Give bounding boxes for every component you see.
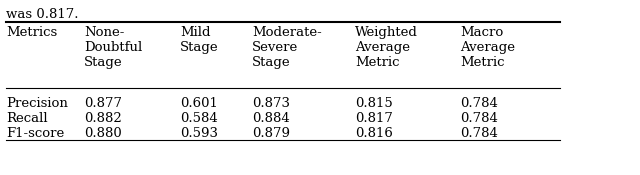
Text: 0.873: 0.873	[252, 97, 290, 110]
Text: 0.880: 0.880	[84, 127, 122, 140]
Text: None-
Doubtful
Stage: None- Doubtful Stage	[84, 26, 142, 69]
Text: Moderate-
Severe
Stage: Moderate- Severe Stage	[252, 26, 322, 69]
Text: 0.584: 0.584	[180, 112, 218, 125]
Text: 0.784: 0.784	[460, 112, 498, 125]
Text: 0.817: 0.817	[355, 112, 393, 125]
Text: 0.879: 0.879	[252, 127, 290, 140]
Text: 0.601: 0.601	[180, 97, 218, 110]
Text: 0.877: 0.877	[84, 97, 122, 110]
Text: Macro
Average
Metric: Macro Average Metric	[460, 26, 515, 69]
Text: 0.784: 0.784	[460, 127, 498, 140]
Text: 0.815: 0.815	[355, 97, 393, 110]
Text: 0.593: 0.593	[180, 127, 218, 140]
Text: Metrics: Metrics	[6, 26, 57, 39]
Text: F1-score: F1-score	[6, 127, 64, 140]
Text: 0.816: 0.816	[355, 127, 393, 140]
Text: Mild
Stage: Mild Stage	[180, 26, 219, 54]
Text: Recall: Recall	[6, 112, 47, 125]
Text: Weighted
Average
Metric: Weighted Average Metric	[355, 26, 418, 69]
Text: was 0.817.: was 0.817.	[6, 8, 79, 21]
Text: 0.884: 0.884	[252, 112, 290, 125]
Text: Precision: Precision	[6, 97, 68, 110]
Text: 0.882: 0.882	[84, 112, 122, 125]
Text: 0.784: 0.784	[460, 97, 498, 110]
